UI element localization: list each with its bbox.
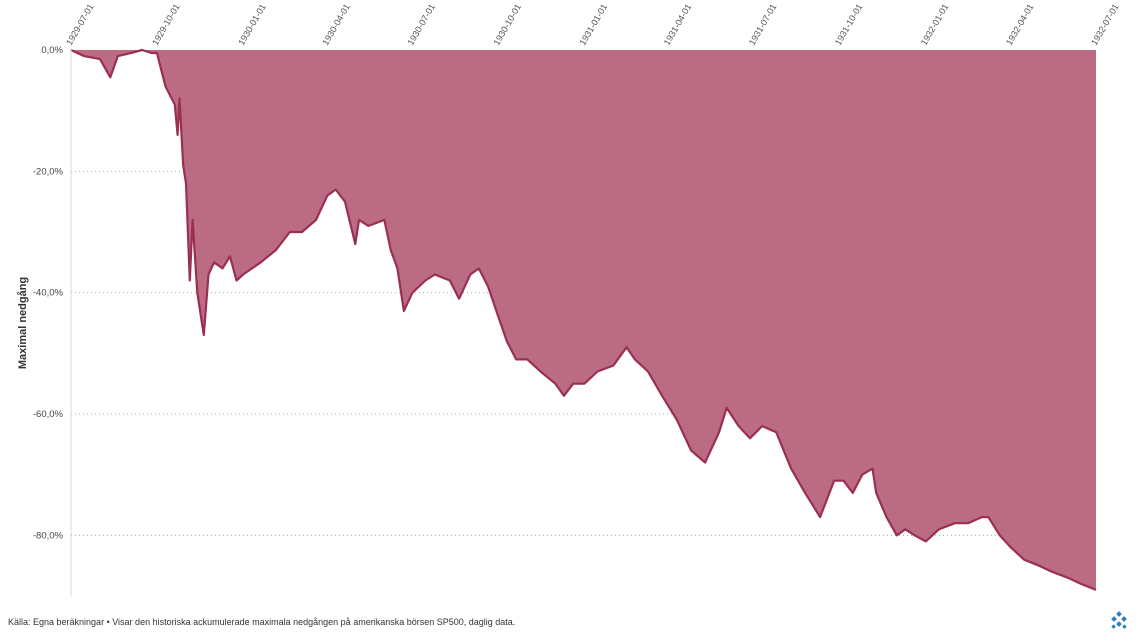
x-tick-label: 1930-10-01 bbox=[491, 2, 523, 47]
y-tick-label: -80,0% bbox=[33, 530, 64, 541]
drawdown-line bbox=[70, 48, 1097, 591]
y-tick-label: -60,0% bbox=[33, 409, 64, 420]
x-tick-label: 1930-01-01 bbox=[236, 2, 268, 47]
y-axis-ticks: 0,0% -20,0% -40,0% -60,0% -80,0% bbox=[33, 45, 64, 541]
x-axis-ticks: 1929-07-01 1929-10-01 1930-01-01 1930-04-01… bbox=[64, 2, 1121, 47]
x-tick-label: 1932-07-01 bbox=[1089, 2, 1121, 47]
y-tick-label: -40,0% bbox=[33, 288, 64, 299]
x-tick-label: 1932-04-01 bbox=[1004, 2, 1036, 47]
x-tick-label: 1931-10-01 bbox=[833, 2, 865, 47]
brand-logo-icon bbox=[1111, 611, 1127, 629]
x-tick-label: 1929-10-01 bbox=[150, 2, 182, 47]
y-tick-label: -20,0% bbox=[33, 166, 64, 177]
x-tick-label: 1931-07-01 bbox=[747, 2, 779, 47]
x-tick-label: 1930-07-01 bbox=[405, 2, 437, 47]
footer-source: Källa: Egna beräkningar • Visar den hist… bbox=[8, 617, 516, 627]
drawdown-chart: 0,0%-20,0%-40,0%-60,0%-80,0% 1929-07-01 1… bbox=[17, 2, 1121, 596]
drawdown-area bbox=[71, 50, 1096, 590]
y-tick-label: 0,0% bbox=[41, 45, 63, 56]
x-tick-label: 1931-04-01 bbox=[662, 2, 694, 47]
x-tick-label: 1932-01-01 bbox=[919, 2, 951, 47]
x-tick-label: 1931-01-01 bbox=[578, 2, 610, 47]
x-tick-label: 1929-07-01 bbox=[64, 2, 96, 47]
y-axis-label: Maximal nedgång bbox=[17, 277, 29, 369]
x-tick-label: 1930-04-01 bbox=[320, 2, 352, 47]
